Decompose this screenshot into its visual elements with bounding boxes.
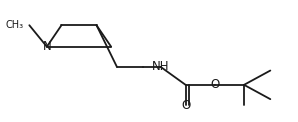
Text: N: N: [43, 40, 51, 53]
Text: CH₃: CH₃: [5, 20, 24, 30]
Text: O: O: [210, 78, 219, 91]
Text: O: O: [181, 99, 190, 112]
Text: NH: NH: [152, 61, 170, 73]
